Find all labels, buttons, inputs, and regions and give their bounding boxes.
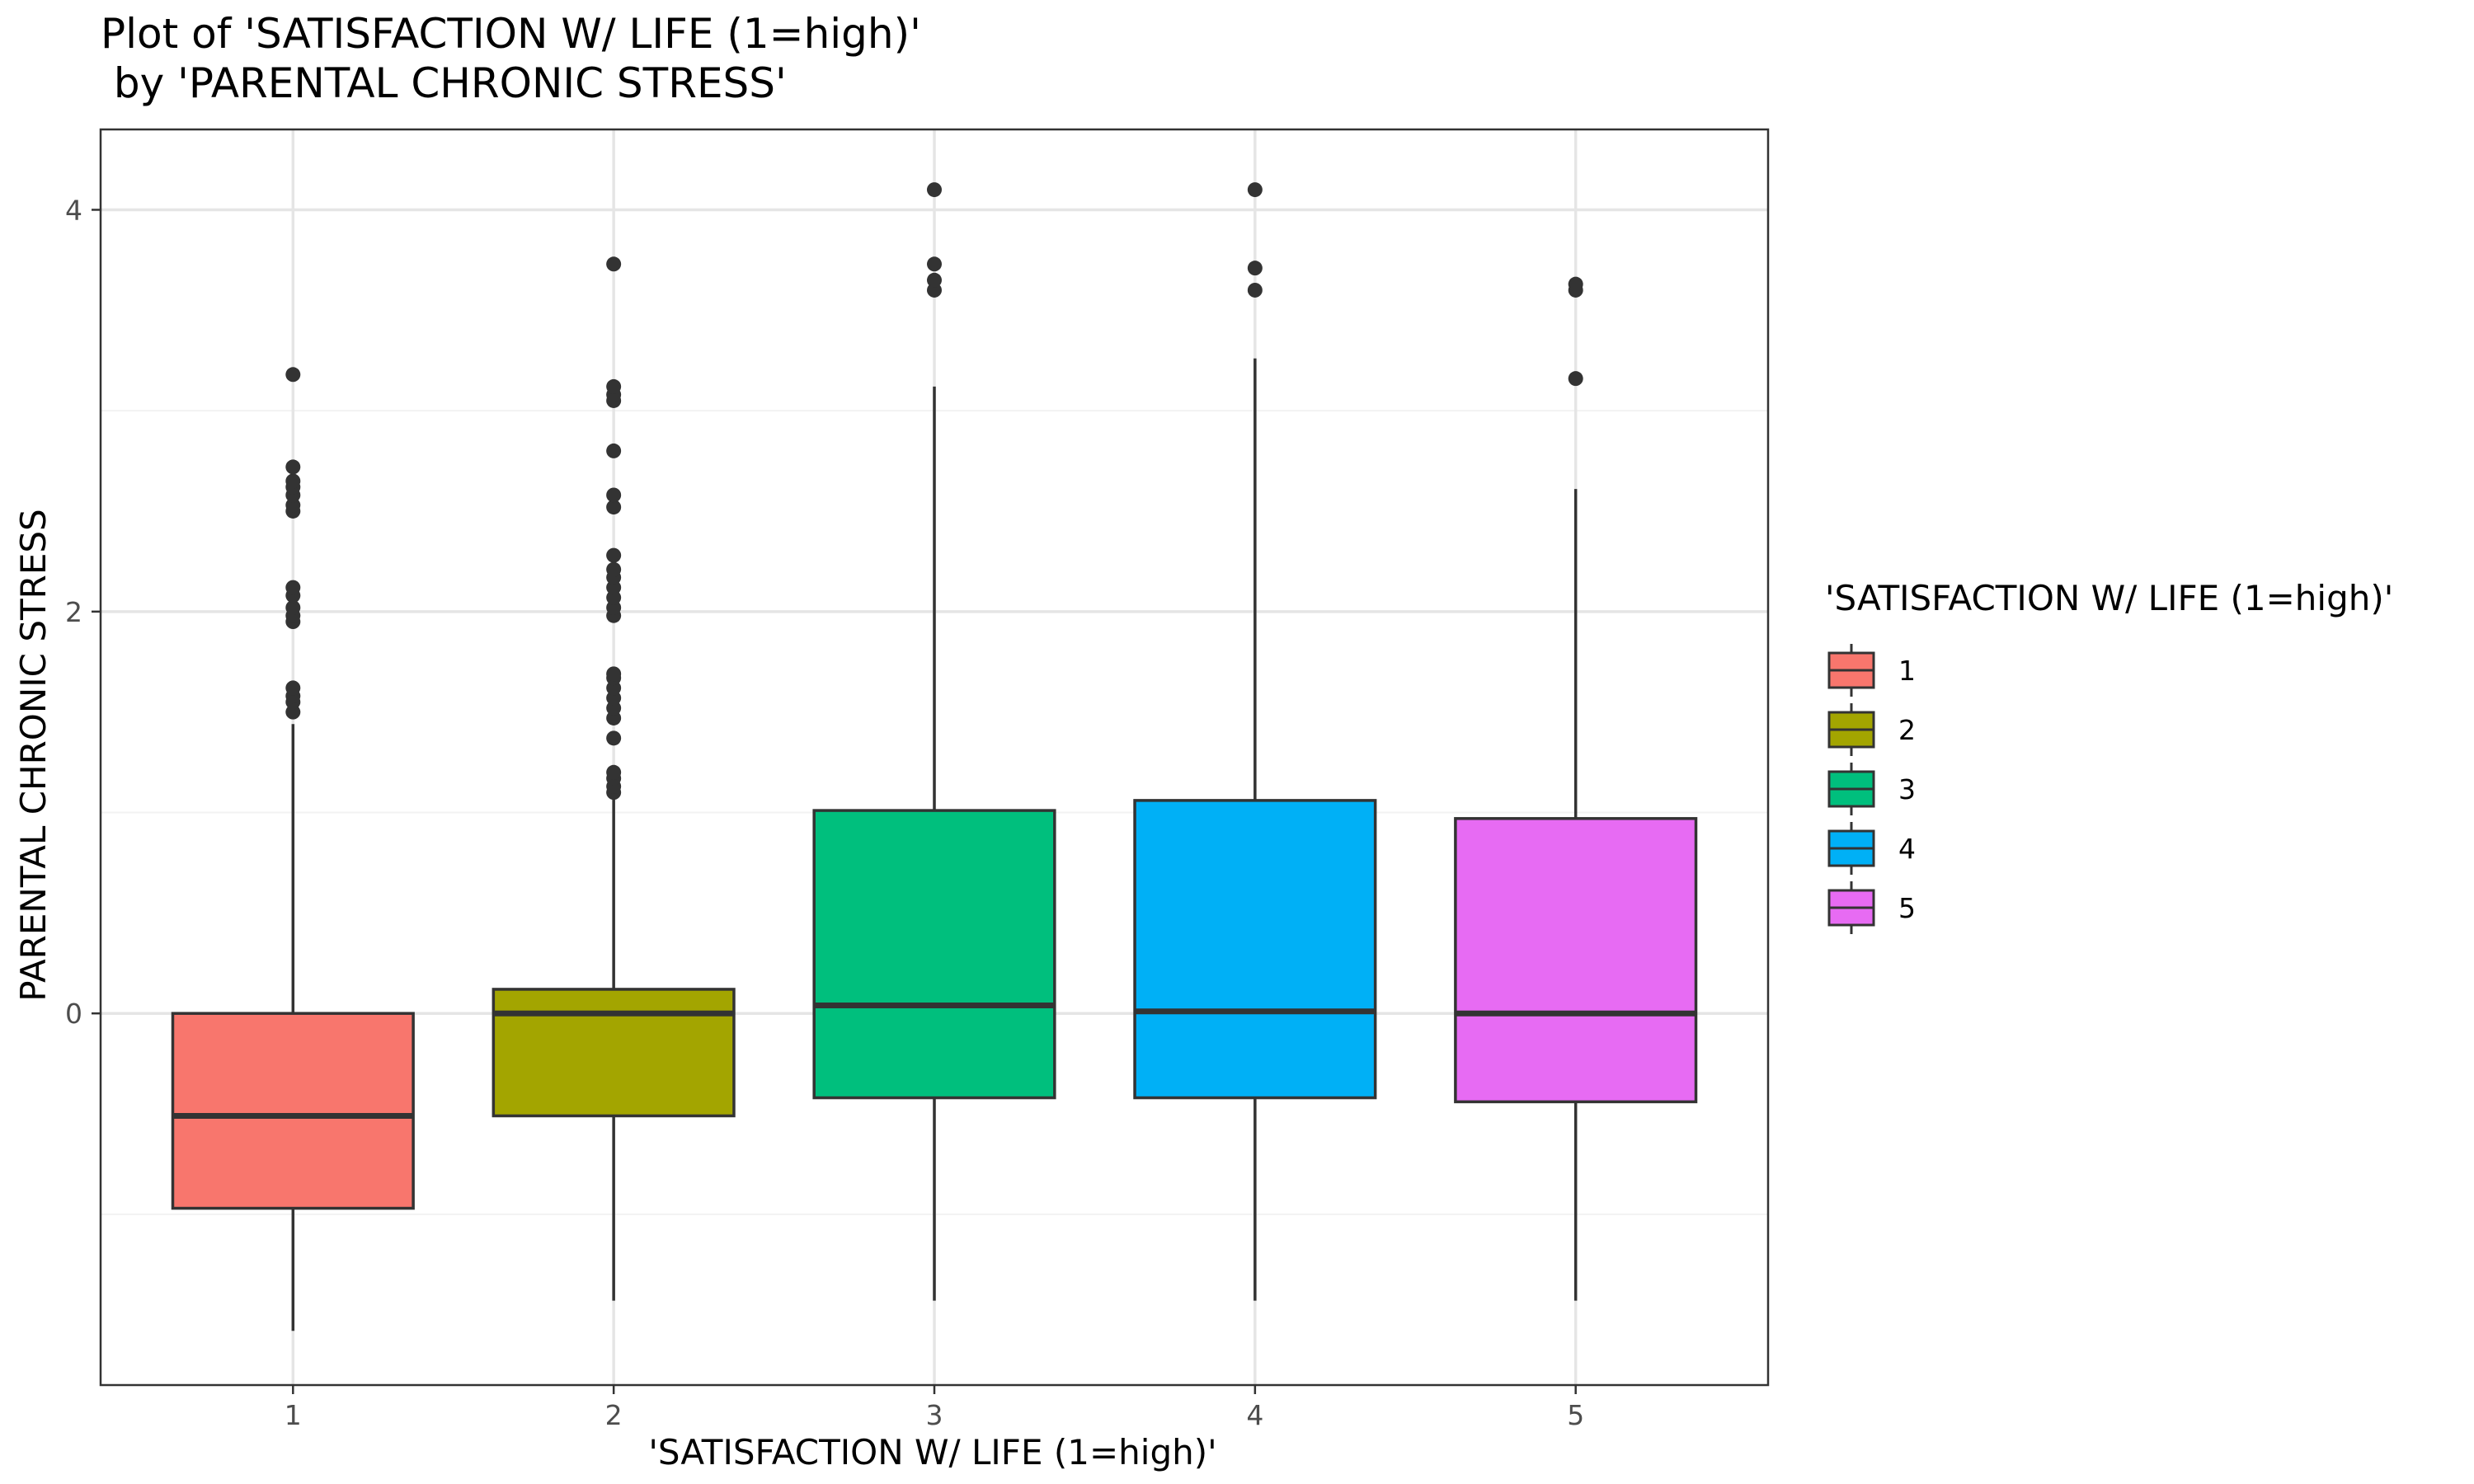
legend-label-2: 2 bbox=[1898, 714, 1916, 746]
outlier-point bbox=[1247, 182, 1263, 198]
legend-title: 'SATISFACTION W/ LIFE (1=high)' bbox=[1825, 578, 2393, 618]
outlier-point bbox=[606, 443, 622, 458]
x-tick-label: 5 bbox=[1567, 1399, 1584, 1431]
legend-label-5: 5 bbox=[1898, 892, 1916, 924]
x-tick-label: 2 bbox=[605, 1399, 623, 1431]
y-tick-label: 4 bbox=[65, 194, 82, 226]
outlier-point bbox=[927, 272, 942, 288]
legend-label-4: 4 bbox=[1898, 833, 1916, 865]
box-5 bbox=[1454, 817, 1698, 1104]
outlier-point bbox=[606, 378, 622, 394]
outlier-point bbox=[606, 487, 622, 503]
outlier-point bbox=[1568, 371, 1583, 387]
x-axis-title: 'SATISFACTION W/ LIFE (1=high)' bbox=[648, 1432, 1216, 1472]
y-axis-title: PARENTAL CHRONIC STRESS bbox=[13, 509, 54, 1001]
outlier-point bbox=[285, 473, 301, 489]
outlier-point bbox=[606, 764, 622, 780]
outlier-point bbox=[285, 680, 301, 696]
outlier-point bbox=[606, 256, 622, 272]
box-1 bbox=[171, 1012, 415, 1210]
x-tick-label: 4 bbox=[1246, 1399, 1263, 1431]
outlier-point bbox=[606, 561, 622, 577]
outlier-point bbox=[606, 547, 622, 563]
x-tick-label: 3 bbox=[926, 1399, 943, 1431]
box-2 bbox=[492, 988, 736, 1118]
outlier-point bbox=[285, 599, 301, 615]
legend-label-3: 3 bbox=[1898, 773, 1916, 805]
legend: 'SATISFACTION W/ LIFE (1=high)' 1 2 3 4 5 bbox=[1823, 578, 2393, 937]
outlier-point bbox=[285, 459, 301, 475]
outlier-point bbox=[606, 730, 622, 746]
outlier-point bbox=[285, 367, 301, 383]
outlier-point bbox=[1568, 276, 1583, 292]
outlier-point bbox=[927, 256, 942, 272]
outlier-point bbox=[1247, 261, 1263, 276]
outlier-point bbox=[927, 182, 942, 198]
outlier-point bbox=[1247, 282, 1263, 298]
y-tick-label: 0 bbox=[65, 998, 82, 1030]
y-tick-label: 2 bbox=[65, 596, 82, 628]
plot-panel: 0 2 4 1 2 3 4 5 bbox=[65, 128, 1770, 1431]
box-3 bbox=[812, 809, 1056, 1100]
outlier-point bbox=[606, 500, 622, 515]
legend-label-1: 1 bbox=[1898, 655, 1916, 687]
outlier-point bbox=[606, 666, 622, 682]
box-4 bbox=[1133, 799, 1377, 1100]
x-tick-label: 1 bbox=[285, 1399, 302, 1431]
outlier-point bbox=[285, 580, 301, 595]
chart-title-line-2: by 'PARENTAL CHRONIC STRESS' bbox=[101, 59, 787, 107]
chart-title-line-1: Plot of 'SATISFACTION W/ LIFE (1=high)' bbox=[101, 10, 921, 58]
